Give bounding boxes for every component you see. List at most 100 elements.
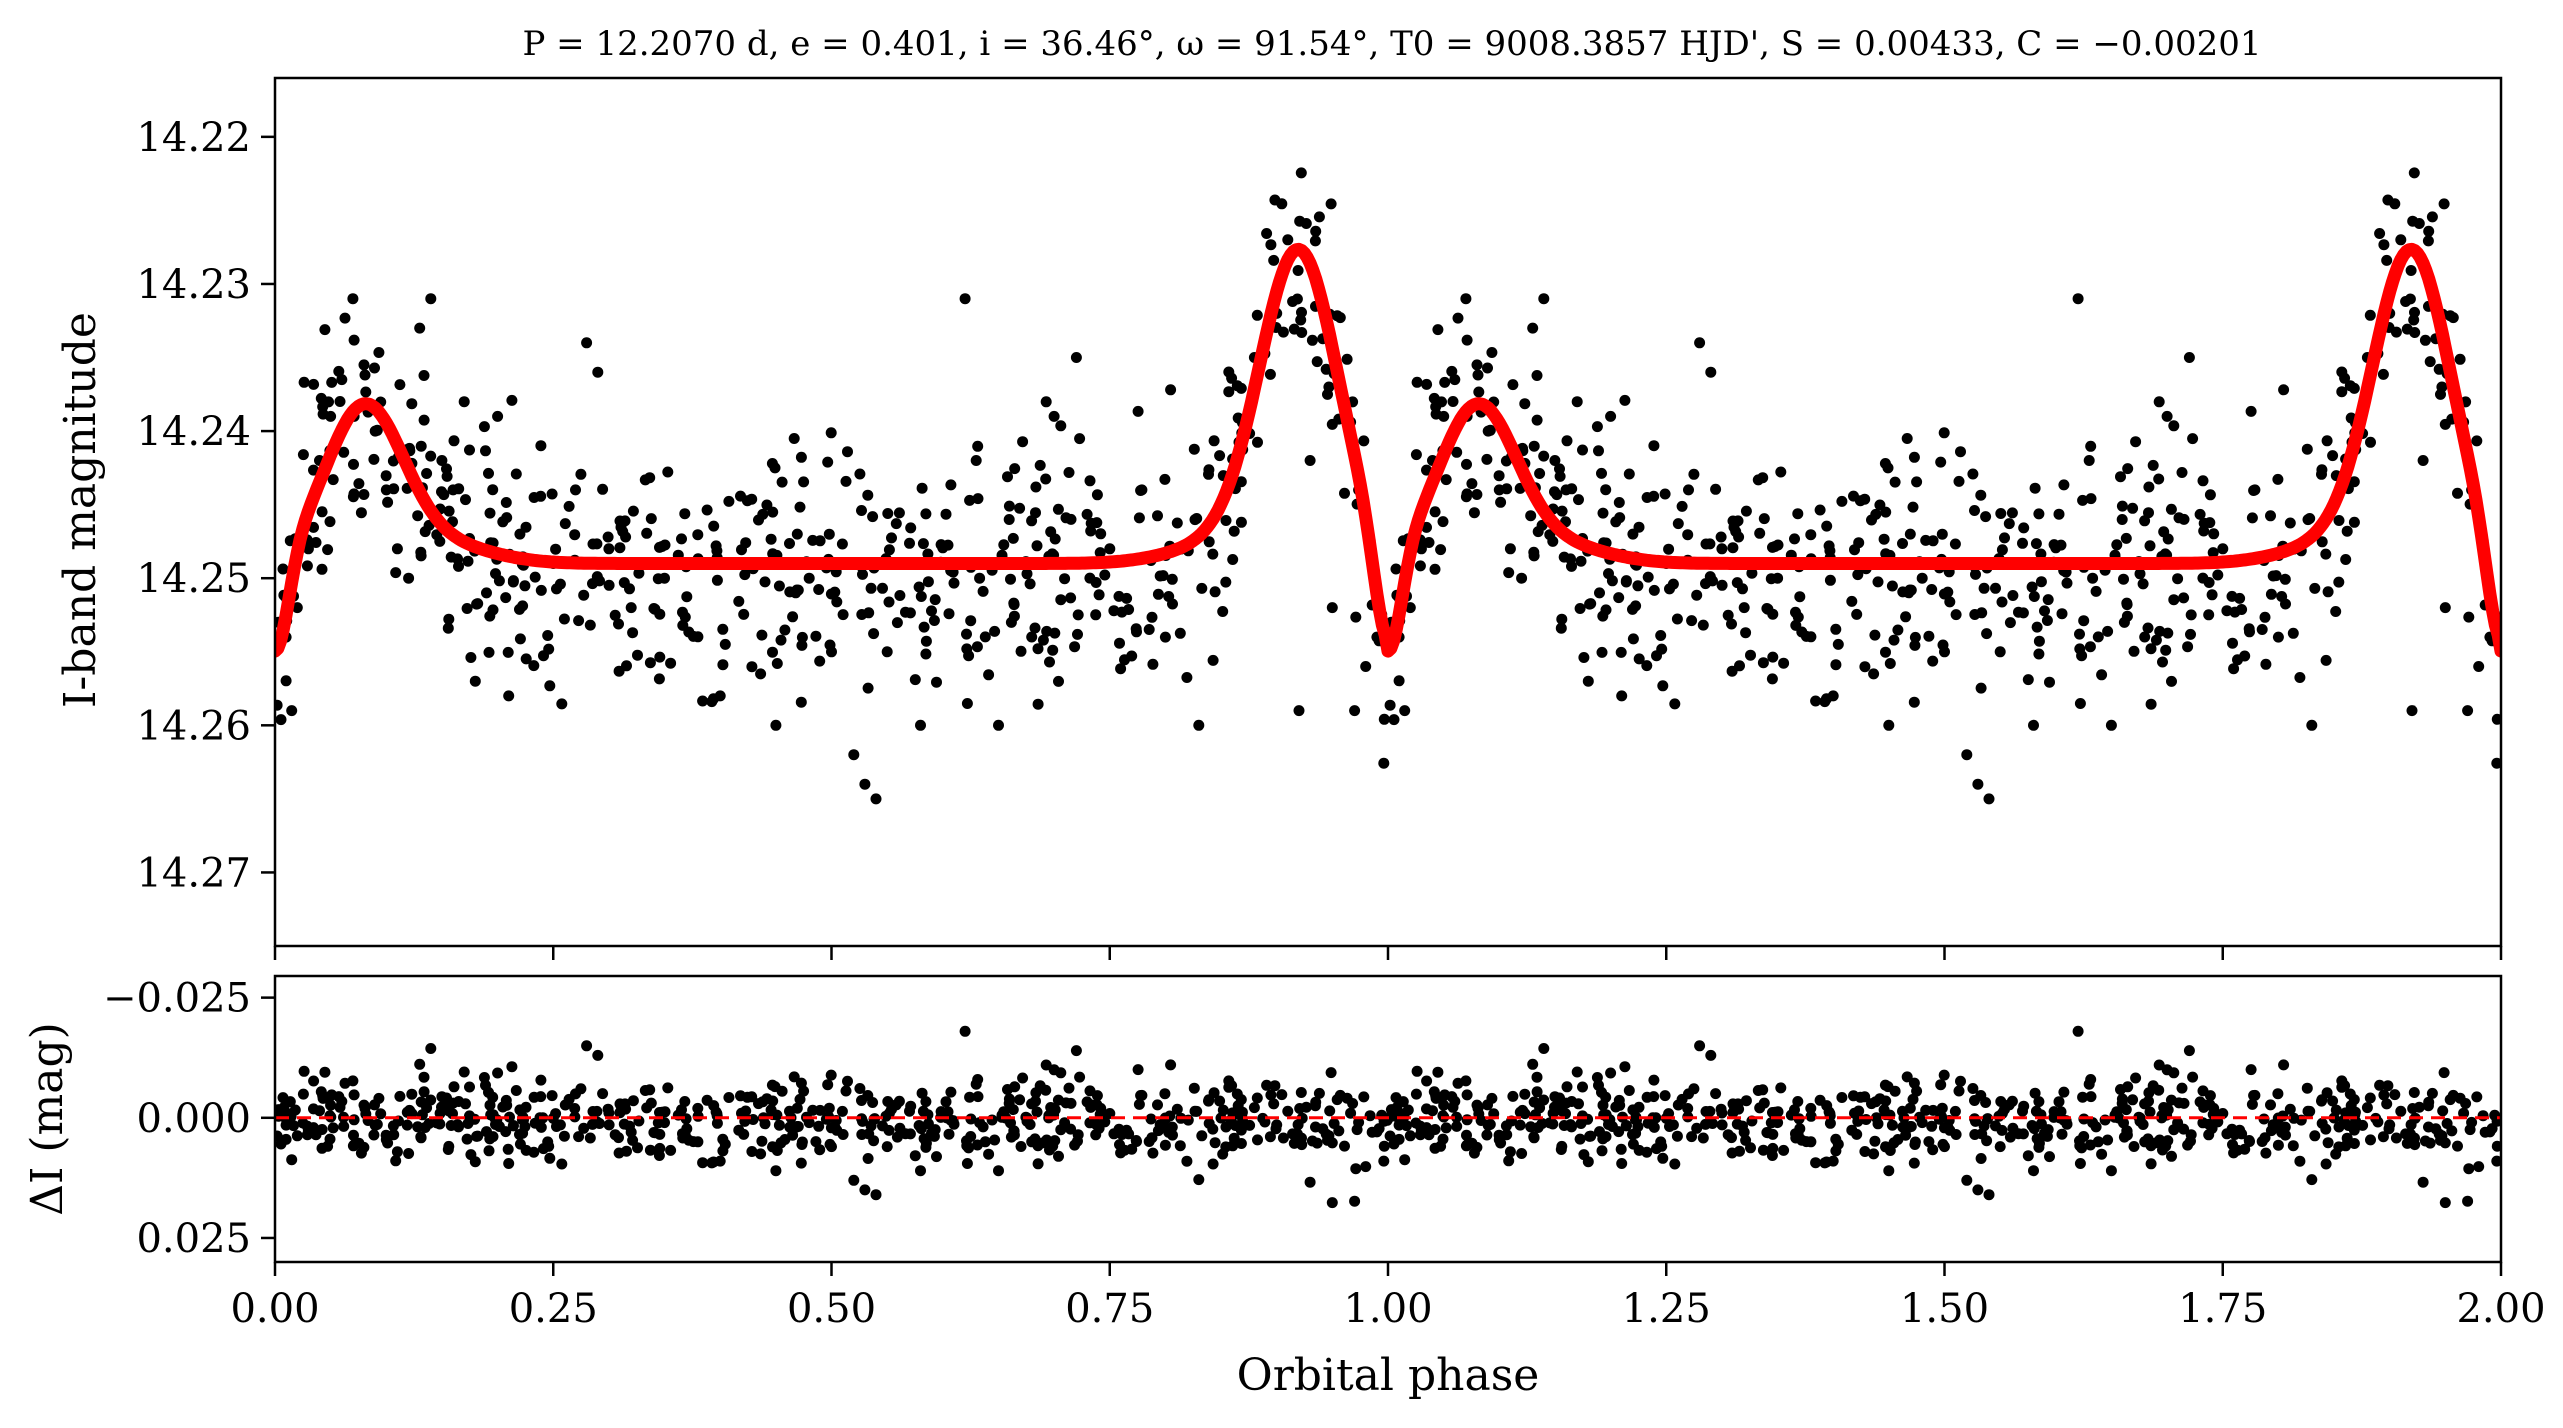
residual-point bbox=[369, 1119, 381, 1131]
data-point bbox=[2142, 622, 2154, 634]
data-point bbox=[862, 489, 874, 501]
residual-point bbox=[1868, 1148, 1880, 1160]
data-point bbox=[1044, 656, 1055, 668]
data-point bbox=[1410, 449, 1422, 461]
data-point bbox=[1384, 699, 1396, 711]
residual-point bbox=[504, 1111, 515, 1123]
data-point bbox=[520, 653, 532, 665]
residual-point bbox=[1268, 1098, 1280, 1110]
data-point bbox=[1052, 503, 1064, 515]
residual-point bbox=[1451, 1120, 1463, 1132]
data-point bbox=[360, 386, 372, 398]
data-point bbox=[1015, 645, 1027, 657]
data-point bbox=[1528, 546, 1540, 558]
residual-point bbox=[1531, 1071, 1543, 1083]
data-point bbox=[1423, 537, 1435, 548]
data-point bbox=[767, 548, 779, 560]
residual-point bbox=[2284, 1103, 2296, 1115]
data-point bbox=[893, 507, 905, 519]
data-point bbox=[1003, 514, 1015, 525]
data-point bbox=[1235, 476, 1247, 488]
data-point bbox=[1094, 547, 1106, 559]
data-point bbox=[502, 646, 514, 658]
data-point bbox=[327, 474, 339, 486]
residual-point bbox=[1132, 1064, 1144, 1076]
data-point bbox=[2378, 239, 2390, 251]
data-point bbox=[373, 347, 385, 358]
residual-point bbox=[493, 1121, 505, 1132]
residual-point bbox=[913, 1120, 925, 1131]
residual-point bbox=[1391, 1102, 1403, 1113]
data-point bbox=[570, 484, 581, 496]
data-point bbox=[1726, 618, 1737, 630]
data-point bbox=[369, 425, 381, 437]
residual-point bbox=[1277, 1132, 1289, 1144]
residual-point bbox=[2115, 1084, 2126, 1095]
data-point bbox=[1942, 586, 1954, 598]
residual-point bbox=[1884, 1145, 1896, 1156]
residual-point bbox=[355, 1147, 367, 1159]
data-point bbox=[1143, 624, 1155, 635]
data-point bbox=[803, 572, 815, 584]
residual-point bbox=[348, 1139, 360, 1151]
residual-point bbox=[1130, 1135, 1142, 1146]
residual-point bbox=[1048, 1064, 1060, 1076]
residual-point bbox=[1616, 1158, 1628, 1169]
data-point bbox=[280, 675, 292, 687]
data-point bbox=[358, 359, 370, 371]
residual-point bbox=[654, 1107, 665, 1118]
residual-point bbox=[414, 1058, 426, 1070]
data-point bbox=[1641, 660, 1653, 672]
residual-point bbox=[338, 1120, 350, 1132]
residual-point bbox=[648, 1127, 660, 1138]
residual-point bbox=[1421, 1075, 1433, 1087]
data-point bbox=[462, 555, 474, 567]
data-point bbox=[1556, 613, 1568, 625]
data-point bbox=[1235, 516, 1247, 528]
residual-point bbox=[1927, 1144, 1939, 1156]
data-point bbox=[2018, 522, 2030, 534]
data-point bbox=[2284, 517, 2296, 529]
data-point bbox=[1349, 705, 1361, 717]
data-point bbox=[1276, 198, 1288, 210]
residual-point bbox=[2053, 1096, 2065, 1108]
residual-point bbox=[2409, 1139, 2421, 1151]
data-point bbox=[2272, 631, 2284, 643]
residual-point bbox=[964, 1091, 976, 1103]
data-point bbox=[2030, 538, 2042, 550]
data-point bbox=[2092, 631, 2104, 643]
data-point bbox=[436, 455, 448, 466]
data-point bbox=[854, 468, 866, 480]
data-point bbox=[529, 571, 541, 583]
residual-point bbox=[1700, 1106, 1712, 1117]
data-point bbox=[2137, 578, 2149, 590]
residual-point bbox=[1294, 1103, 1306, 1114]
residual-point bbox=[2185, 1129, 2197, 1141]
data-point bbox=[836, 538, 848, 550]
data-point bbox=[2316, 464, 2328, 476]
data-point bbox=[382, 496, 394, 508]
data-point bbox=[1740, 627, 1752, 639]
residual-point bbox=[1360, 1161, 1372, 1173]
residual-point bbox=[1415, 1124, 1427, 1136]
data-point bbox=[813, 584, 825, 595]
data-point bbox=[2074, 628, 2085, 640]
data-point bbox=[2348, 516, 2360, 528]
residual-point bbox=[1402, 1104, 1414, 1116]
residual-point bbox=[458, 1066, 470, 1078]
data-point bbox=[2454, 353, 2466, 365]
residual-point bbox=[2438, 1067, 2450, 1079]
residual-point bbox=[1648, 1121, 1660, 1133]
residual-point bbox=[559, 1099, 571, 1111]
data-point bbox=[1429, 506, 1441, 518]
residual-point bbox=[2408, 1087, 2420, 1098]
data-point bbox=[1605, 410, 1617, 422]
residual-point bbox=[826, 1141, 837, 1153]
residual-point bbox=[2162, 1135, 2174, 1147]
data-point bbox=[403, 572, 415, 584]
data-point bbox=[1754, 527, 1766, 539]
residual-point bbox=[298, 1065, 310, 1077]
data-point bbox=[1596, 646, 1608, 658]
residual-point bbox=[1836, 1092, 1848, 1103]
data-point bbox=[825, 427, 837, 439]
